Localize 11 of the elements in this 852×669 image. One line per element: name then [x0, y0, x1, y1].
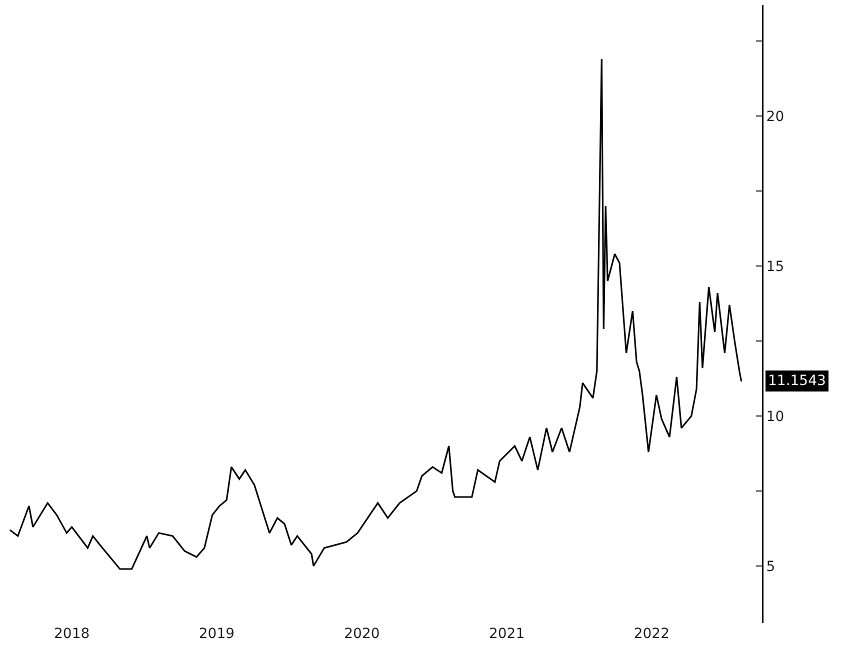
x-tick-label: 2020: [344, 626, 380, 642]
annotation: 11.1543: [768, 373, 826, 389]
x-tick-label: 2021: [488, 626, 525, 642]
y-tick-label: 10: [766, 408, 784, 425]
line-series: [9, 58, 742, 570]
y-tick-label: 5: [766, 558, 776, 575]
x-tick-label: 2022: [634, 626, 670, 642]
x-tick-label: 2019: [198, 626, 235, 642]
y-tick-label: 15: [766, 258, 784, 275]
y-tick-label: 20: [766, 108, 784, 125]
x-tick-label: 2018: [54, 626, 90, 642]
